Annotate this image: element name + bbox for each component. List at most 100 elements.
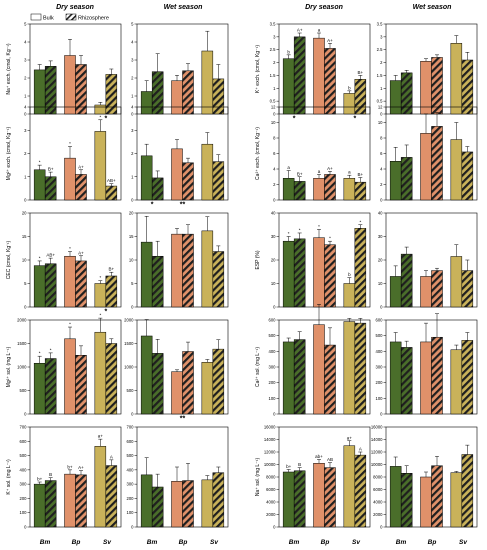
y-tick-label: 3.5	[377, 22, 383, 27]
significance-star: *	[104, 116, 107, 123]
y-tick-label: 2	[131, 151, 134, 156]
y-tick-label: 0	[273, 525, 276, 530]
y-tick-label: 40	[378, 211, 383, 216]
bar-bm-bulk	[33, 265, 46, 308]
panel-4-0: 0 100 200 300 400 500 600 700 K⁺ sol. (mg L⁻¹) b+…	[6, 425, 122, 530]
bar-bp-bulk	[420, 341, 432, 415]
bar-sv-bulk	[450, 256, 463, 308]
bar-bp-rhizosphere	[75, 64, 87, 115]
y-tick-label: 400	[20, 467, 28, 472]
y-axis-label: Na⁺ exch. (cmol꜀ Kg⁻¹)	[6, 43, 12, 95]
category-label-left-dry-bp: Bp	[72, 539, 81, 546]
bar-sv-rhizosphere	[212, 78, 225, 115]
y-tick-label: 2	[380, 182, 383, 187]
y-tick-label: 0	[380, 198, 383, 203]
significance-letter: b+	[67, 464, 73, 469]
bar-sv-bulk	[201, 479, 214, 528]
significance-letter: *	[69, 246, 71, 251]
significance-letter: b	[348, 85, 351, 90]
y-axis-label: Ca²⁺ sol. (mg L⁻¹)	[255, 347, 261, 387]
bar-sv-bulk	[201, 362, 214, 415]
panel-1-3: 0 2 4 6 8 10 12	[378, 105, 478, 203]
y-tick-label: 8	[380, 136, 383, 141]
y-axis-label: Na⁺ sol. (mg L⁻¹)	[255, 457, 261, 496]
significance-letter: *	[318, 224, 320, 229]
y-tick-label: 8000	[373, 475, 383, 480]
y-tick-label: 12	[271, 105, 276, 110]
significance-letter: *	[69, 141, 71, 146]
panel-4-3: 0 2000 4000 6000 8000 10000 12000 14000 16000	[371, 425, 478, 530]
bar-sv-rhizosphere	[461, 151, 474, 201]
category-label-left-wet-sv: Sv	[210, 539, 218, 546]
y-tick-label: 6000	[373, 487, 383, 492]
bar-bm-rhizosphere	[400, 72, 413, 115]
y-tick-label: 2.5	[377, 47, 383, 52]
bar-bp-bulk	[64, 55, 76, 115]
y-tick-label: 6	[273, 151, 276, 156]
bar-sv-rhizosphere	[354, 454, 367, 528]
y-tick-label: 3	[24, 128, 27, 133]
significance-letter: ab+	[315, 454, 323, 459]
y-axis-label: Mg²⁺ exch. (cmol꜀ Kg⁻¹)	[6, 126, 12, 180]
significance-letter: *	[99, 313, 101, 318]
significance-letter: A+	[327, 38, 333, 43]
bar-bm-rhizosphere	[151, 71, 164, 115]
bar-bp-bulk	[313, 463, 325, 528]
y-tick-label: 0	[380, 525, 383, 530]
bar-bp-rhizosphere	[182, 233, 194, 308]
bar-sv-bulk	[450, 139, 463, 201]
y-tick-label: 14000	[264, 437, 276, 442]
bar-sv-rhizosphere	[461, 270, 474, 308]
significance-letter: a	[287, 165, 290, 170]
bar-sv-bulk	[343, 93, 356, 115]
bar-bp-rhizosphere	[75, 474, 87, 528]
y-tick-label: 500	[127, 388, 135, 393]
bar-bp-bulk	[171, 80, 183, 115]
y-tick-label: 100	[269, 396, 277, 401]
y-tick-label: 8000	[266, 475, 276, 480]
y-tick-label: 5	[24, 22, 27, 27]
y-tick-label: 16000	[264, 425, 276, 430]
category-label-left-wet-bp: Bp	[179, 539, 188, 546]
y-tick-label: 1500	[124, 341, 134, 346]
bar-bp-bulk	[64, 255, 76, 308]
y-tick-label: 10000	[264, 462, 276, 467]
bar-bp-rhizosphere	[431, 465, 443, 528]
significance-letter: *	[39, 255, 41, 260]
bar-sv-bulk	[343, 283, 356, 308]
y-tick-label: 0	[273, 198, 276, 203]
significance-letter: AB+	[107, 178, 116, 183]
bar-bm-bulk	[140, 474, 153, 528]
bar-sv-rhizosphere	[105, 465, 118, 528]
bar-sv-bulk	[450, 349, 463, 415]
y-tick-label: 4	[273, 167, 276, 172]
y-tick-label: 700	[20, 425, 28, 430]
bar-bm-rhizosphere	[293, 181, 306, 201]
bar-bp-rhizosphere	[182, 351, 194, 415]
y-tick-label: 4000	[373, 500, 383, 505]
significance-letter: *	[299, 227, 301, 232]
y-tick-label: 0	[273, 305, 276, 310]
significance-letter: b+	[37, 477, 43, 482]
bar-bp-bulk	[171, 371, 183, 415]
bar-bm-bulk	[389, 161, 402, 201]
y-tick-label: 0	[273, 412, 276, 417]
y-tick-label: 1000	[124, 365, 134, 370]
y-tick-label: 10	[378, 281, 383, 286]
significance-letter: *	[99, 275, 101, 280]
bar-sv-bulk	[343, 445, 356, 528]
bar-bp-rhizosphere	[182, 162, 194, 201]
y-tick-label: 2000	[373, 512, 383, 517]
bar-bp-bulk	[420, 133, 432, 201]
significance-letter: A+	[78, 465, 84, 470]
y-tick-label: 1	[273, 86, 276, 91]
bar-bp-rhizosphere	[324, 467, 336, 528]
y-tick-label: 0.5	[377, 99, 383, 104]
significance-letter: *	[50, 347, 52, 352]
significance-letter: *	[99, 114, 101, 119]
bar-bp-bulk	[420, 276, 432, 308]
panel-0-2: 0 0.5 1 1.5 2 2.5 3 3.5 K⁺ exch. (cmol꜀ Kg⁻¹) b A+…	[255, 22, 371, 123]
y-tick-label: 15	[129, 234, 134, 239]
significance-star: **	[180, 416, 186, 423]
legend-swatch-rhizosphere	[65, 13, 77, 21]
